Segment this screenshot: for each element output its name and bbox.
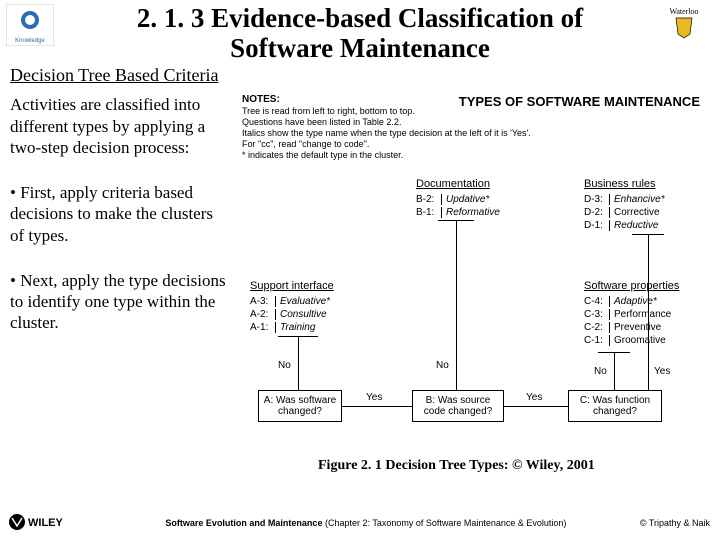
- cluster-label: Documentation: [416, 178, 490, 190]
- title-line-1: 2. 1. 3 Evidence-based Classification of: [137, 3, 583, 33]
- item-code: A-3:: [250, 296, 276, 307]
- item-name: Preventive: [614, 322, 661, 333]
- cluster-item: C-4: Adaptive*: [584, 296, 657, 307]
- cluster-item: C-2: Preventive: [584, 322, 661, 333]
- item-name: Corrective: [614, 207, 660, 218]
- decision-box-c: C: Was functionchanged?: [568, 390, 662, 422]
- cluster-label: Software properties: [584, 280, 679, 292]
- item-code: B-1:: [416, 207, 442, 218]
- decision-box-a: A: Was softwarechanged?: [258, 390, 342, 422]
- figure-caption: Figure 2. 1 Decision Tree Types: © Wiley…: [318, 458, 595, 474]
- cluster-item: B-2: Updative*: [416, 194, 489, 205]
- cluster-label: Business rules: [584, 178, 656, 190]
- right-column: TYPES OF SOFTWARE MAINTENANCE NOTES: Tre…: [238, 94, 710, 474]
- decision-tree-diagram: TYPES OF SOFTWARE MAINTENANCE NOTES: Tre…: [238, 94, 710, 474]
- paragraph-step-2: • Next, apply the type decisions to iden…: [10, 270, 230, 334]
- note-line: Tree is read from left to right, bottom …: [242, 106, 531, 117]
- cluster-item: A-1: Training: [250, 322, 315, 333]
- footer: WILEY Software Evolution and Maintenance…: [0, 512, 720, 534]
- item-code: D-2:: [584, 207, 610, 218]
- branch-label: Yes: [654, 366, 670, 377]
- content-row: Activities are classified into different…: [10, 94, 710, 474]
- item-name: Training: [280, 322, 315, 333]
- waterloo-logo: Waterloo: [656, 4, 712, 40]
- cluster-item: D-3: Enhancive*: [584, 194, 665, 205]
- item-code: D-3:: [584, 194, 610, 205]
- svg-text:WILEY: WILEY: [28, 517, 63, 529]
- cluster-item: B-1: Reformative: [416, 207, 500, 218]
- connector-line: [298, 336, 299, 390]
- item-name: Groomative: [614, 335, 666, 346]
- note-line: Italics show the type name when the type…: [242, 128, 531, 139]
- item-name: Evaluative*: [280, 296, 330, 307]
- footer-title: Software Evolution and Maintenance: [165, 518, 322, 528]
- item-code: A-1:: [250, 322, 276, 333]
- item-code: C-1:: [584, 335, 610, 346]
- wiley-logo: WILEY: [8, 512, 78, 534]
- cluster-label: Support interface: [250, 280, 334, 292]
- cluster-item: A-2: Consultive: [250, 309, 327, 320]
- left-column: Activities are classified into different…: [10, 94, 230, 474]
- connector-line: [648, 234, 649, 390]
- cluster-item: C-1: Groomative: [584, 335, 666, 346]
- item-name: Adaptive*: [614, 296, 657, 307]
- item-name: Reformative: [446, 207, 500, 218]
- connector-line: [614, 352, 615, 390]
- item-code: B-2:: [416, 194, 442, 205]
- slide-title: 2. 1. 3 Evidence-based Classification of…: [60, 4, 660, 63]
- note-line: Questions have been listed in Table 2.2.: [242, 117, 531, 128]
- note-line: For "cc", read "change to code".: [242, 139, 531, 150]
- cluster-item: D-1: Reductive: [584, 220, 658, 231]
- branch-label: No: [278, 360, 291, 371]
- decision-box-b: B: Was sourcecode changed?: [412, 390, 504, 422]
- footer-subtitle: (Chapter 2: Taxonomy of Software Mainten…: [322, 518, 566, 528]
- branch-label: Yes: [366, 392, 382, 403]
- item-name: Enhancive*: [614, 194, 665, 205]
- paragraph-step-1: • First, apply criteria based decisions …: [10, 182, 230, 246]
- item-code: C-2:: [584, 322, 610, 333]
- item-name: Consultive: [280, 309, 327, 320]
- item-name: Reductive: [614, 220, 658, 231]
- connector-line: [278, 336, 318, 337]
- item-name: Performance: [614, 309, 671, 320]
- connector-line: [632, 234, 664, 235]
- branch-label: No: [436, 360, 449, 371]
- connector-line: [456, 220, 457, 390]
- connector-line: [504, 406, 568, 407]
- item-code: D-1:: [584, 220, 610, 231]
- paragraph-intro: Activities are classified into different…: [10, 94, 230, 158]
- connector-line: [598, 352, 630, 353]
- slide: Knowledge Waterloo 2. 1. 3 Evidence-base…: [0, 0, 720, 540]
- branch-label: Yes: [526, 392, 542, 403]
- cluster-item: D-2: Corrective: [584, 207, 660, 218]
- note-line: * indicates the default type in the clus…: [242, 150, 531, 161]
- item-name: Updative*: [446, 194, 489, 205]
- knowledge-logo: Knowledge: [6, 4, 54, 46]
- item-code: C-4:: [584, 296, 610, 307]
- notes-header: NOTES:: [242, 94, 531, 106]
- subtitle: Decision Tree Based Criteria: [10, 65, 710, 86]
- item-code: C-3:: [584, 309, 610, 320]
- svg-text:Knowledge: Knowledge: [15, 38, 45, 44]
- cluster-item: A-3: Evaluative*: [250, 296, 330, 307]
- branch-label: No: [594, 366, 607, 377]
- svg-text:Waterloo: Waterloo: [669, 7, 698, 16]
- connector-line: [438, 220, 474, 221]
- diagram-notes: NOTES: Tree is read from left to right, …: [242, 94, 531, 160]
- title-line-2: Software Maintenance: [230, 33, 490, 63]
- cluster-item: C-3: Performance: [584, 309, 671, 320]
- connector-line: [342, 406, 412, 407]
- footer-center: Software Evolution and Maintenance (Chap…: [92, 518, 640, 528]
- footer-copyright: © Tripathy & Naik: [640, 518, 710, 528]
- item-code: A-2:: [250, 309, 276, 320]
